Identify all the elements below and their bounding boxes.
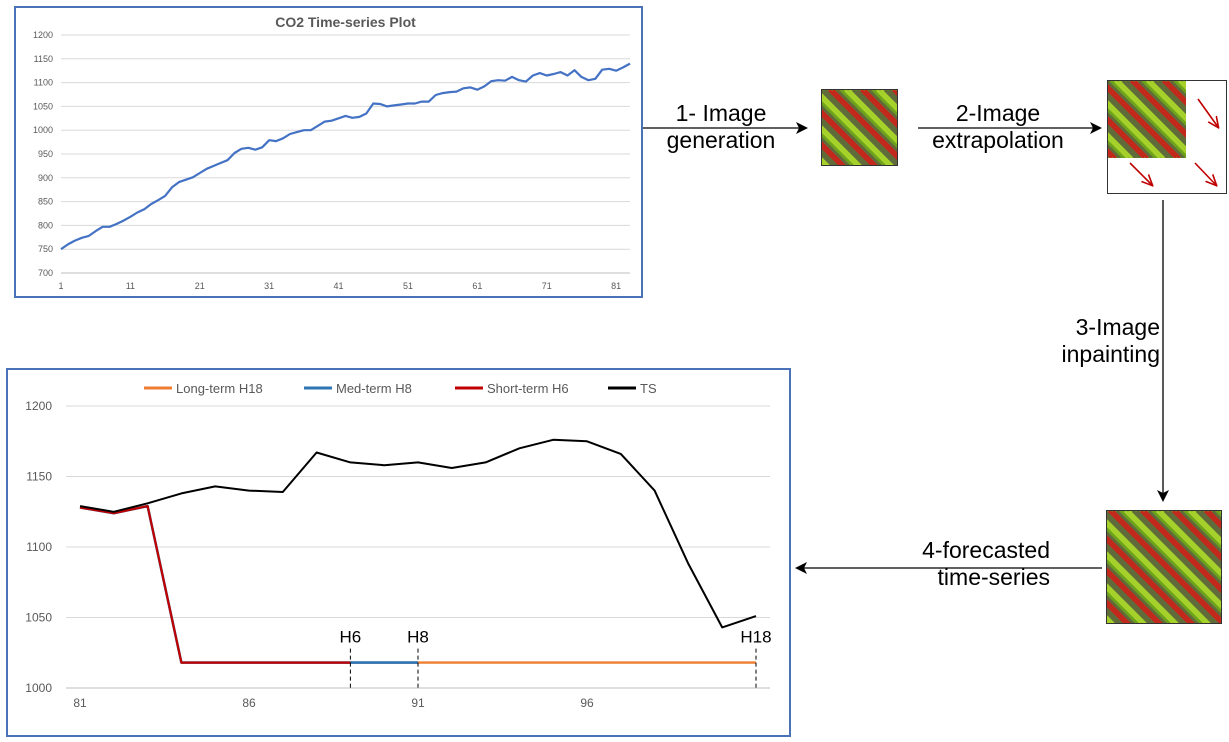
co2-x-tick-label: 71 [542, 281, 552, 291]
legend-label-short-term-h6: Short-term H6 [487, 381, 569, 396]
legend-label-med-term-h8: Med-term H8 [336, 381, 412, 396]
forecast-x-tick-label: 81 [73, 696, 87, 710]
co2-x-tick-label: 81 [611, 281, 621, 291]
co2-y-tick-label: 1200 [33, 30, 53, 40]
step-inpainting-line2: inpainting [1061, 341, 1160, 367]
step-image-extrapolation-label: 2-Image extrapolation [914, 100, 1082, 154]
co2-y-tick-label: 900 [38, 173, 53, 183]
stripe-texture [822, 90, 897, 165]
step-forecast-label: 4-forecasted time-series [880, 537, 1050, 591]
co2-x-tick-label: 21 [195, 281, 205, 291]
co2-x-tick-label: 11 [126, 281, 135, 291]
extrapolated-image-tile [1107, 80, 1227, 194]
horizon-label-h18: H18 [740, 628, 771, 647]
step-image-inpainting-label: 3-Image inpainting [1030, 314, 1160, 368]
red-arrow-bottom-left [1129, 162, 1152, 185]
forecast-y-tick-label: 1100 [26, 540, 52, 554]
co2-timeseries-chart: CO2 Time-series Plot 700 750 800 850 900 950 10… [14, 6, 643, 298]
co2-y-tick-label: 850 [38, 197, 53, 207]
co2-x-tick-label: 51 [403, 281, 413, 291]
co2-series-line [60, 62, 631, 251]
legend-label-ts: TS [640, 381, 657, 396]
co2-chart-title: CO2 Time-series Plot [275, 14, 416, 30]
step-forecast-line2: time-series [937, 564, 1050, 590]
horizon-label-h6: H6 [340, 628, 362, 647]
co2-y-tick-label: 800 [38, 220, 53, 230]
step-extrapolation-line1: 2-Image [955, 100, 1041, 126]
step-extrapolation-line2: extrapolation [932, 127, 1064, 153]
forecast-chart: 1000 1050 1100 1150 1200 81 86 91 96 Long-term H1… [6, 368, 791, 737]
co2-y-tick-label: 1050 [33, 101, 53, 111]
series-line-ts [79, 438, 757, 629]
horizon-label-h8: H8 [407, 628, 429, 647]
forecast-y-tick-label: 1000 [25, 681, 52, 695]
red-arrow-bottom-right [1194, 162, 1216, 185]
stripe-texture [1107, 511, 1221, 623]
step-generation-line1: 1- Image [675, 100, 767, 126]
co2-y-tick-label: 1100 [34, 78, 53, 88]
co2-chart-svg: CO2 Time-series Plot 700 750 800 850 900 950 10… [33, 14, 631, 291]
inpainted-image-tile [1106, 510, 1222, 624]
known-image-region [1108, 81, 1186, 158]
co2-x-tick-label: 61 [472, 281, 482, 291]
forecast-y-tick-label: 1200 [25, 399, 52, 413]
co2-x-tick-label: 41 [334, 281, 344, 291]
series-line-short-term-h6 [79, 505, 351, 664]
stripe-texture [1108, 81, 1186, 158]
co2-y-tick-label: 750 [38, 244, 53, 254]
red-arrow-right [1197, 98, 1218, 127]
step-forecast-line1: 4-forecasted [922, 537, 1050, 563]
co2-y-tick-label: 950 [38, 149, 53, 159]
forecast-x-tick-label: 86 [242, 696, 256, 710]
forecast-y-tick-label: 1050 [25, 611, 52, 625]
extrapolation-arrows [1129, 98, 1226, 193]
legend-label-long-term-h18: Long-term H18 [176, 381, 263, 396]
generated-image-tile [821, 89, 898, 166]
forecast-y-tick-label: 1150 [26, 470, 52, 484]
co2-y-tick-label: 1150 [34, 54, 53, 64]
step-image-generation-label: 1- Image generation [650, 100, 792, 154]
forecast-x-tick-label: 96 [580, 696, 594, 710]
step-generation-line2: generation [666, 127, 776, 153]
forecast-chart-svg: 1000 1050 1100 1150 1200 81 86 91 96 Long-term H1… [25, 381, 771, 710]
co2-y-tick-label: 700 [38, 268, 53, 278]
co2-x-tick-label: 31 [264, 281, 274, 291]
step-inpainting-line1: 3-Image [1075, 314, 1160, 340]
co2-y-tick-label: 1000 [33, 125, 53, 135]
forecast-x-tick-label: 91 [411, 696, 425, 710]
co2-x-tick-label: 1 [58, 281, 63, 291]
